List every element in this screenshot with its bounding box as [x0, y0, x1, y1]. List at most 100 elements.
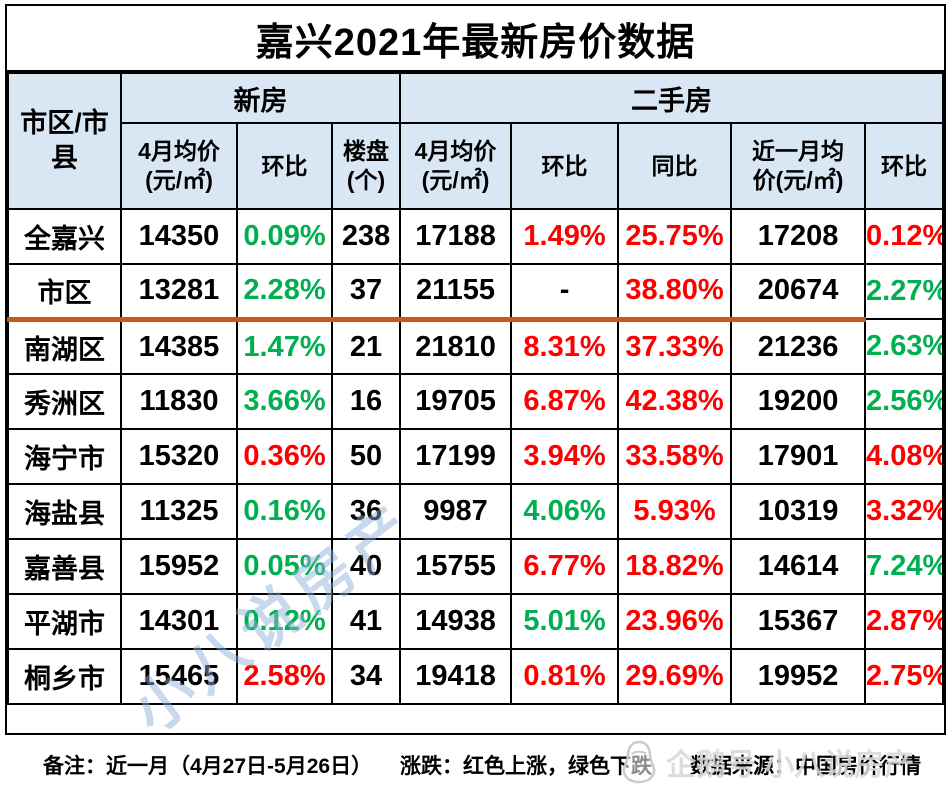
data-cell: 50 — [330, 428, 402, 485]
data-cell: 20674 — [730, 263, 867, 322]
data-cell: 4.08% — [864, 428, 944, 485]
data-cell: 0.12% — [864, 208, 944, 265]
data-cell: 14938 — [399, 593, 513, 650]
data-cell: 36 — [330, 483, 402, 540]
data-cell: 0.05% — [236, 538, 333, 595]
table-row: 秀洲区 11830 3.66% 16 19705 6.87% 42.38% 19200 2.56… — [7, 373, 944, 430]
data-cell: 29.69% — [617, 648, 733, 705]
data-cell: 5.01% — [510, 593, 620, 650]
data-cell: 7.24% — [864, 538, 944, 595]
data-cell: 19705 — [399, 373, 513, 430]
subheader-used-yoy: 同比 — [617, 122, 733, 210]
region-cell: 桐乡市 — [7, 648, 122, 705]
table-row: 全嘉兴 14350 0.09% 238 17188 1.49% 25.75% 17208 0.1… — [7, 208, 944, 265]
table-row: 海盐县 11325 0.16% 36 9987 4.06% 5.93% 10319 3.32% — [7, 483, 944, 540]
table-row: 市区 13281 2.28% 37 21155-38.80% 20674 2.27% — [7, 263, 944, 322]
data-cell: 34 — [330, 648, 402, 705]
subheader-used-month-mom: 环比 — [864, 122, 944, 210]
page-title: 嘉兴2021年最新房价数据 — [7, 6, 944, 72]
data-cell: 42.38% — [617, 373, 733, 430]
subheader-used-mom: 环比 — [510, 122, 620, 210]
data-cell: 17901 — [730, 428, 867, 485]
data-cell: 21 — [330, 318, 402, 375]
data-cell: 19200 — [730, 373, 867, 430]
data-cell: 15465 — [120, 648, 238, 705]
data-cell: 14385 — [120, 318, 238, 375]
data-cell: 33.58% — [617, 428, 733, 485]
data-cell: 1.49% — [510, 208, 620, 265]
region-cell: 平湖市 — [7, 593, 122, 650]
data-cell: 15952 — [120, 538, 238, 595]
corner-header-cell: 市区/市 县 — [7, 72, 122, 210]
subheader-new-projects: 楼盘 (个) — [330, 122, 402, 210]
data-cell: 40 — [330, 538, 402, 595]
table-row: 海宁市 15320 0.36% 50 17199 3.94% 33.58% 17901 4.08… — [7, 428, 944, 485]
data-cell: 19418 — [399, 648, 513, 705]
footer-note: 备注：近一月（4月27日-5月26日） — [43, 755, 373, 778]
data-cell: 15367 — [730, 593, 867, 650]
table-row: 桐乡市 15465 2.58% 34 19418 0.81% 29.69% 19952 2.75… — [7, 648, 944, 705]
data-cell: 15320 — [120, 428, 238, 485]
data-cell: 37.33% — [617, 318, 733, 375]
data-cell: 15755 — [399, 538, 513, 595]
data-cell: 18.82% — [617, 538, 733, 595]
region-cell: 秀洲区 — [7, 373, 122, 430]
data-cell: 8.31% — [510, 318, 620, 375]
data-cell: 0.16% — [236, 483, 333, 540]
sub-header-row: 4月均价 (元/㎡) 环比 楼盘 (个) 4月均价 (元/㎡) 环比 同比 近一… — [8, 122, 944, 210]
data-cell: 13281 — [120, 263, 238, 322]
data-cell: 2.27% — [864, 263, 944, 320]
data-cell: 4.06% — [510, 483, 620, 540]
data-cell: 14350 — [120, 208, 238, 265]
data-cell: 5.93% — [617, 483, 733, 540]
region-cell: 海盐县 — [7, 483, 122, 540]
data-cell: 2.75% — [864, 648, 944, 705]
subheader-new-avg-price: 4月均价 (元/㎡) — [120, 122, 238, 210]
region-cell: 全嘉兴 — [7, 208, 122, 265]
subheader-used-avg-price: 4月均价 (元/㎡) — [399, 122, 513, 210]
data-cell: 238 — [330, 208, 402, 265]
data-cell: 2.63% — [864, 318, 944, 375]
table-header: 市区/市 县 新房 二手房 4月均价 (元/㎡) 环比 楼盘 (个) 4月均价 … — [7, 72, 944, 210]
region-cell: 海宁市 — [7, 428, 122, 485]
data-cell: 2.56% — [864, 373, 944, 430]
data-cell: 0.81% — [510, 648, 620, 705]
data-cell: 14614 — [730, 538, 867, 595]
region-cell: 市区 — [7, 263, 122, 322]
data-cell: 17188 — [399, 208, 513, 265]
data-cell: 25.75% — [617, 208, 733, 265]
subheader-new-mom: 环比 — [236, 122, 333, 210]
data-cell: 3.94% — [510, 428, 620, 485]
table-row: 南湖区 14385 1.47% 21 21810 8.31% 37.33% 21236 2.63… — [7, 318, 944, 375]
data-cell: 37 — [330, 263, 402, 322]
data-cell: 11830 — [120, 373, 238, 430]
footer-source: 数据来源：中国房价行情 — [690, 755, 921, 778]
data-cell: 17199 — [399, 428, 513, 485]
data-cell: 19952 — [730, 648, 867, 705]
group-header-new-homes: 新房 — [119, 72, 402, 124]
data-cell: 2.87% — [864, 593, 944, 650]
region-cell: 南湖区 — [7, 318, 122, 375]
data-cell: 10319 — [730, 483, 867, 540]
data-cell: 21155 — [399, 263, 513, 322]
data-cell: 21236 — [730, 318, 867, 375]
data-cell: 0.12% — [236, 593, 333, 650]
data-cell: 38.80% — [617, 263, 733, 322]
subheader-used-month-avg: 近一月均 价(元/㎡) — [730, 122, 867, 210]
data-cell: 41 — [330, 593, 402, 650]
data-cell: 9987 — [399, 483, 513, 540]
data-cell: 0.36% — [236, 428, 333, 485]
price-table-sheet: 嘉兴2021年最新房价数据 市区/市 县 新房 二手房 4月均价 (元/㎡) 环… — [5, 4, 946, 735]
data-cell: 17208 — [730, 208, 867, 265]
table-row: 平湖市 14301 0.12% 41 14938 5.01% 23.96% 15367 2.87… — [7, 593, 944, 650]
data-cell: 16 — [330, 373, 402, 430]
table-body: 全嘉兴 14350 0.09% 238 17188 1.49% 25.75% 17208 0.1… — [7, 208, 944, 705]
data-cell: 3.32% — [864, 483, 944, 540]
data-cell: 1.47% — [236, 318, 333, 375]
footer-notes: 备注：近一月（4月27日-5月26日） 涨跌：红色上涨，绿色下跌 数据来源：中国… — [0, 742, 952, 792]
data-cell: 11325 — [120, 483, 238, 540]
data-cell: 2.58% — [236, 648, 333, 705]
data-cell: - — [510, 263, 620, 322]
data-cell: 0.09% — [236, 208, 333, 265]
data-cell: 14301 — [120, 593, 238, 650]
